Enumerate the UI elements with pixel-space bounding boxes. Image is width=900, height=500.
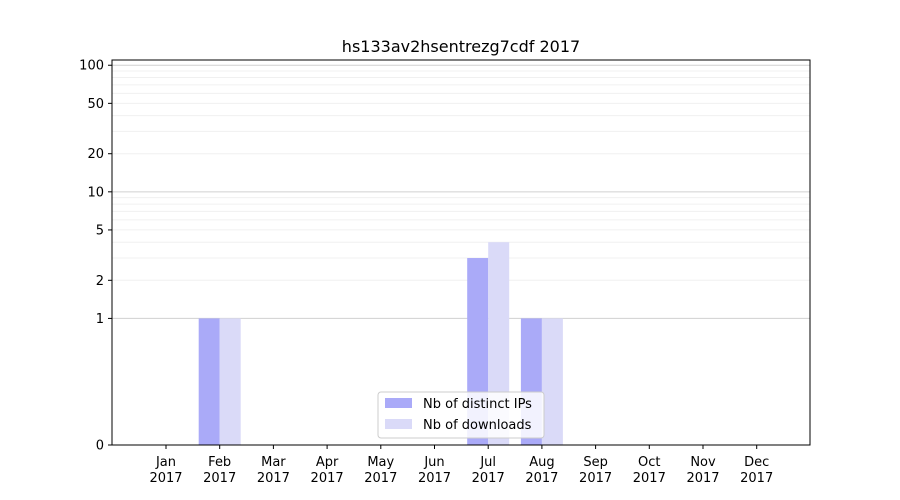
x-tick-label-year: 2017 bbox=[149, 471, 182, 486]
y-tick-label: 1 bbox=[96, 312, 104, 327]
x-tick-label-month: Aug bbox=[529, 455, 554, 470]
plot-frame bbox=[111, 59, 811, 446]
x-tick-label-year: 2017 bbox=[203, 471, 236, 486]
grid-lines bbox=[112, 64, 810, 319]
x-tick-label-year: 2017 bbox=[525, 471, 558, 486]
legend-label: Nb of distinct IPs bbox=[423, 397, 532, 412]
bar-nb-of-downloads-feb bbox=[219, 318, 241, 445]
x-tick-label-month: Jul bbox=[479, 455, 496, 470]
x-tick-label-year: 2017 bbox=[686, 471, 719, 486]
y-tick-label: 100 bbox=[79, 59, 104, 74]
x-tick-label-month: Jan bbox=[155, 455, 176, 470]
x-tick-label-year: 2017 bbox=[472, 471, 505, 486]
legend-label: Nb of downloads bbox=[423, 418, 532, 433]
x-tick-label-month: Oct bbox=[638, 455, 660, 470]
x-tick-label-month: Sep bbox=[583, 455, 608, 470]
x-tick-label-month: Jun bbox=[423, 455, 444, 470]
x-tick-label-year: 2017 bbox=[364, 471, 397, 486]
x-axis: Jan2017Feb2017Mar2017Apr2017May2017Jun20… bbox=[149, 445, 773, 486]
legend-swatch bbox=[385, 419, 412, 429]
x-tick-label-year: 2017 bbox=[311, 471, 344, 486]
x-tick-label-year: 2017 bbox=[740, 471, 773, 486]
y-tick-label: 0 bbox=[96, 439, 104, 454]
x-tick-label-year: 2017 bbox=[418, 471, 451, 486]
y-tick-label: 20 bbox=[87, 147, 104, 162]
y-tick-label: 50 bbox=[87, 97, 104, 112]
x-tick-label-month: Feb bbox=[208, 455, 231, 470]
y-tick-label: 10 bbox=[87, 185, 104, 200]
legend: Nb of distinct IPs Nb of downloads bbox=[377, 391, 545, 439]
x-tick-label-month: Apr bbox=[316, 455, 339, 470]
y-axis: 0 1 2 5 10 20 50 100 bbox=[79, 59, 112, 454]
x-tick-label-year: 2017 bbox=[257, 471, 290, 486]
legend-box bbox=[377, 391, 545, 439]
y-tick-label: 5 bbox=[96, 223, 104, 238]
x-tick-label-month: Dec bbox=[744, 455, 769, 470]
legend-swatch bbox=[385, 398, 412, 408]
chart-title: hs133av2hsentrezg7cdf 2017 bbox=[342, 37, 580, 56]
x-tick-label-month: Mar bbox=[261, 455, 286, 470]
x-tick-label-year: 2017 bbox=[579, 471, 612, 486]
x-tick-label-month: Nov bbox=[690, 455, 716, 470]
bar-nb-of-downloads-aug bbox=[541, 318, 563, 445]
x-tick-label-year: 2017 bbox=[633, 471, 666, 486]
bar-nb-of-distinct-ips-feb bbox=[198, 318, 220, 445]
x-tick-label-month: May bbox=[367, 455, 394, 470]
y-tick-label: 2 bbox=[96, 274, 104, 289]
